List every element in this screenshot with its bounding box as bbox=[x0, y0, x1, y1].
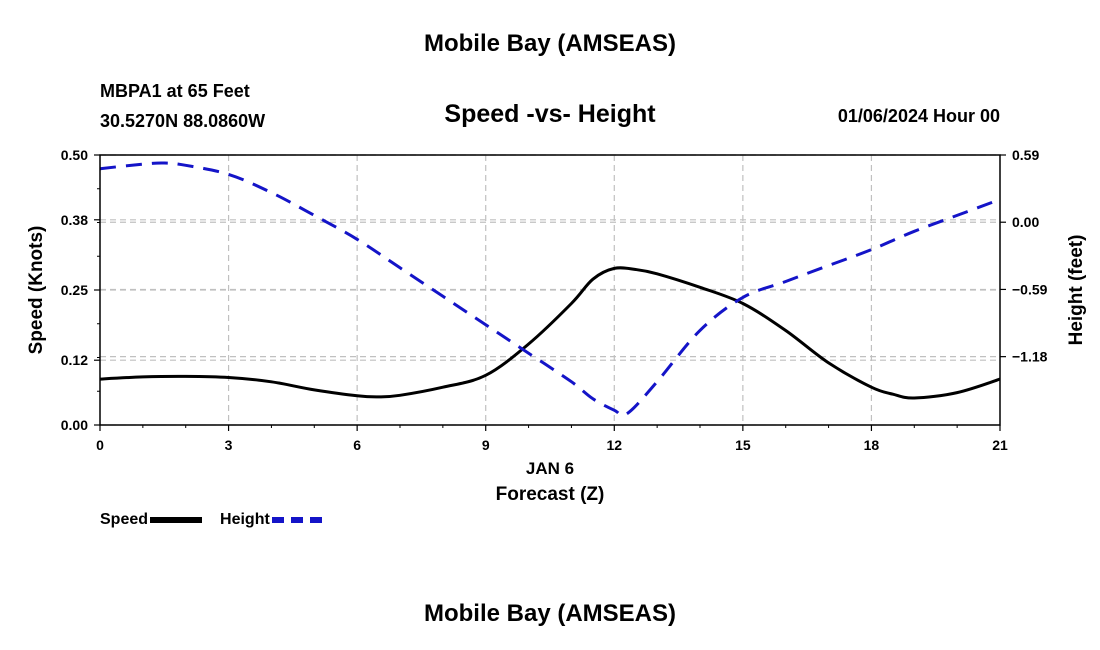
legend-swatch-speed bbox=[150, 517, 203, 523]
y-tick-label-left: 0.12 bbox=[61, 352, 88, 368]
x-axis-date-label: JAN 6 bbox=[526, 459, 574, 478]
station-name: MBPA1 at 65 Feet bbox=[100, 81, 250, 101]
y-tick-label-right: 0.00 bbox=[1012, 214, 1039, 230]
y-axis-label-right: Height (feet) bbox=[1066, 235, 1087, 346]
legend-item-speed: Speed bbox=[100, 511, 203, 529]
legend-label-height: Height bbox=[220, 511, 270, 528]
station-coordinates: 30.5270N 88.0860W bbox=[100, 111, 266, 131]
station-info: MBPA1 at 65 Feet 30.5270N 88.0860W bbox=[100, 76, 265, 136]
y-tick-label-left: 0.00 bbox=[61, 417, 88, 433]
y-tick-label-left: 0.25 bbox=[61, 282, 88, 298]
x-tick-label: 3 bbox=[225, 437, 233, 453]
forecast-datetime: 01/06/2024 Hour 00 bbox=[837, 106, 1000, 126]
x-tick-label: 15 bbox=[735, 437, 751, 453]
x-tick-label: 12 bbox=[606, 437, 622, 453]
legend-item-height: Height bbox=[220, 511, 322, 529]
series-line-speed bbox=[99, 266, 1001, 400]
chart-legend: Speed Height bbox=[100, 508, 340, 532]
x-axis-label: Forecast (Z) bbox=[496, 484, 605, 505]
x-tick-label: 0 bbox=[96, 437, 104, 453]
y-tick-label-left: 0.38 bbox=[61, 212, 88, 228]
chart-subtitle: Speed -vs- Height bbox=[444, 100, 656, 128]
y-tick-label-right: 0.59 bbox=[1012, 147, 1039, 163]
x-tick-label: 9 bbox=[482, 437, 490, 453]
x-tick-label: 21 bbox=[992, 437, 1008, 453]
series-line-height bbox=[99, 161, 1001, 417]
speed-height-chart: 0 3 6 9 12 15 18 21 0.00 0.12 0.25 0.38 0.50 0.59 0.00… bbox=[26, 147, 1087, 505]
x-tick-label: 18 bbox=[864, 437, 880, 453]
page-title: Mobile Bay (AMSEAS) bbox=[423, 30, 677, 57]
y-tick-label-left: 0.50 bbox=[61, 147, 88, 163]
legend-swatch-height bbox=[271, 517, 322, 523]
y-axis-label-left: Speed (Knots) bbox=[26, 226, 47, 355]
y-tick-label-right: −0.59 bbox=[1012, 281, 1048, 297]
y-tick-label-right: −1.18 bbox=[1012, 349, 1048, 365]
footer-title: Mobile Bay (AMSEAS) bbox=[423, 600, 677, 627]
legend-label-speed: Speed bbox=[100, 511, 149, 528]
x-tick-label: 6 bbox=[353, 437, 361, 453]
